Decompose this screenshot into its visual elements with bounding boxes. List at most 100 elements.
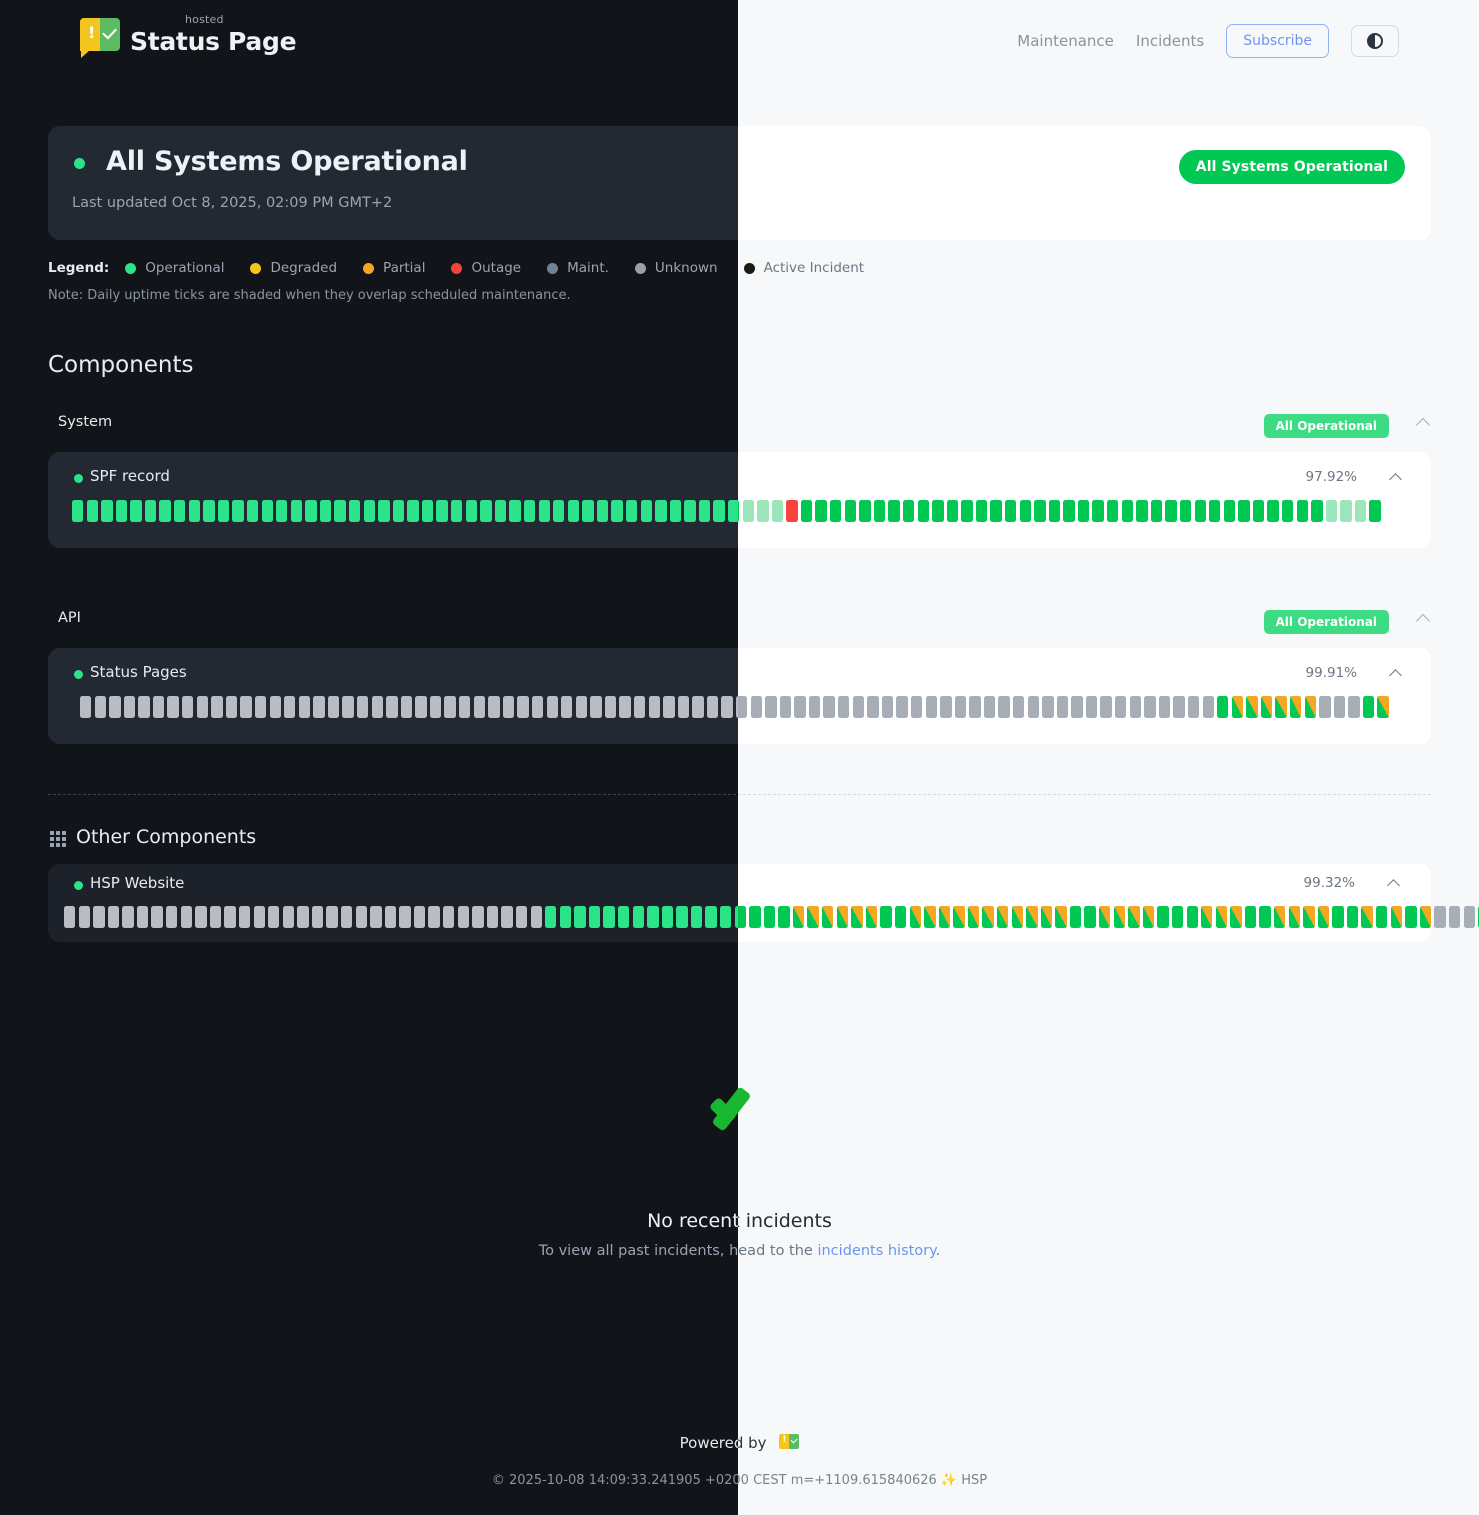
uptime-tick[interactable]	[1128, 906, 1140, 928]
uptime-tick[interactable]	[1267, 500, 1279, 522]
uptime-tick[interactable]	[617, 906, 630, 928]
uptime-tick[interactable]	[728, 500, 740, 522]
uptime-tick[interactable]	[297, 906, 309, 928]
uptime-tick[interactable]	[392, 500, 405, 522]
uptime-tick[interactable]	[738, 500, 740, 522]
uptime-tick[interactable]	[1317, 906, 1330, 928]
uptime-tick[interactable]	[1304, 696, 1316, 718]
uptime-tick[interactable]	[830, 500, 842, 522]
uptime-tick[interactable]	[326, 906, 338, 928]
uptime-tick[interactable]	[894, 906, 907, 928]
uptime-tick[interactable]	[559, 906, 572, 928]
uptime-tick[interactable]	[1136, 500, 1148, 522]
uptime-tick[interactable]	[786, 500, 798, 522]
uptime-tick[interactable]	[1040, 906, 1053, 928]
uptime-tick[interactable]	[138, 696, 150, 718]
uptime-tick[interactable]	[553, 500, 565, 522]
theme-toggle-button[interactable]	[1351, 25, 1399, 57]
uptime-tick[interactable]	[1077, 500, 1090, 522]
uptime-tick[interactable]	[1027, 696, 1039, 718]
uptime-tick[interactable]	[276, 500, 288, 522]
uptime-tick[interactable]	[400, 696, 413, 718]
uptime-tick[interactable]	[706, 696, 719, 718]
uptime-tick[interactable]	[356, 696, 369, 718]
uptime-tick[interactable]	[625, 500, 638, 522]
uptime-tick[interactable]	[86, 500, 98, 522]
uptime-tick[interactable]	[1348, 696, 1360, 718]
uptime-tick[interactable]	[465, 500, 477, 522]
uptime-tick[interactable]	[209, 906, 222, 928]
subscribe-button[interactable]: Subscribe	[1226, 24, 1329, 58]
uptime-tick[interactable]	[640, 500, 652, 522]
uptime-tick[interactable]	[932, 500, 944, 522]
incidents-history-link[interactable]: incidents history	[817, 1243, 936, 1259]
uptime-tick[interactable]	[1129, 696, 1142, 718]
uptime-tick[interactable]	[603, 906, 615, 928]
uptime-tick[interactable]	[363, 500, 375, 522]
uptime-tick[interactable]	[515, 906, 528, 928]
chevron-up-icon-system[interactable]	[1417, 418, 1431, 426]
uptime-tick[interactable]	[167, 696, 179, 718]
component-row-status-pages[interactable]: Status Pages 99.91%	[738, 648, 1431, 744]
uptime-tick[interactable]	[661, 906, 674, 928]
uptime-tick[interactable]	[1034, 500, 1046, 522]
uptime-tick[interactable]	[771, 500, 784, 522]
uptime-tick[interactable]	[588, 906, 601, 928]
uptime-tick[interactable]	[1084, 906, 1096, 928]
uptime-tick[interactable]	[166, 906, 178, 928]
uptime-tick[interactable]	[1434, 906, 1446, 928]
uptime-tick[interactable]	[284, 696, 296, 718]
uptime-tick[interactable]	[881, 696, 894, 718]
uptime-tick[interactable]	[1056, 696, 1069, 718]
uptime-tick[interactable]	[575, 696, 588, 718]
uptime-tick[interactable]	[1296, 500, 1308, 522]
uptime-tick[interactable]	[378, 500, 390, 522]
uptime-tick[interactable]	[1171, 906, 1184, 928]
uptime-tick[interactable]	[808, 696, 821, 718]
uptime-tick[interactable]	[669, 500, 682, 522]
uptime-tick[interactable]	[1157, 906, 1169, 928]
uptime-tick[interactable]	[348, 500, 361, 522]
uptime-tick[interactable]	[1346, 906, 1359, 928]
uptime-tick[interactable]	[1448, 906, 1461, 928]
uptime-tick[interactable]	[269, 696, 281, 718]
uptime-tick[interactable]	[1217, 696, 1229, 718]
uptime-tick[interactable]	[429, 696, 442, 718]
uptime-tick[interactable]	[136, 906, 149, 928]
uptime-tick[interactable]	[311, 906, 324, 928]
uptime-tick[interactable]	[196, 696, 209, 718]
uptime-tick[interactable]	[1288, 906, 1300, 928]
uptime-tick[interactable]	[1092, 500, 1104, 522]
uptime-tick[interactable]	[123, 696, 136, 718]
uptime-tick[interactable]	[195, 906, 207, 928]
uptime-tick[interactable]	[1260, 696, 1273, 718]
uptime-tick[interactable]	[1194, 500, 1206, 522]
uptime-tick[interactable]	[655, 500, 667, 522]
uptime-tick[interactable]	[1071, 696, 1083, 718]
brand-logo[interactable]: ! hosted Status Page	[80, 13, 297, 58]
uptime-tick[interactable]	[800, 500, 813, 522]
uptime-tick[interactable]	[319, 500, 332, 522]
uptime-tick[interactable]	[1107, 500, 1119, 522]
uptime-tick[interactable]	[238, 906, 251, 928]
uptime-tick[interactable]	[1275, 696, 1287, 718]
uptime-tick[interactable]	[443, 906, 455, 928]
uptime-tick[interactable]	[859, 500, 871, 522]
uptime-tick[interactable]	[180, 906, 193, 928]
uptime-tick[interactable]	[174, 500, 186, 522]
uptime-tick[interactable]	[1354, 500, 1367, 522]
uptime-tick[interactable]	[488, 696, 500, 718]
chevron-up-icon-status-pages[interactable]	[1391, 670, 1403, 678]
uptime-tick[interactable]	[880, 906, 892, 928]
uptime-tick[interactable]	[873, 500, 886, 522]
uptime-tick[interactable]	[982, 906, 994, 928]
uptime-tick[interactable]	[938, 906, 951, 928]
uptime-tick[interactable]	[663, 696, 675, 718]
uptime-tick[interactable]	[152, 696, 165, 718]
uptime-tick[interactable]	[436, 500, 448, 522]
uptime-tick[interactable]	[596, 500, 609, 522]
uptime-tick[interactable]	[705, 906, 717, 928]
uptime-tick[interactable]	[1376, 906, 1388, 928]
uptime-tick[interactable]	[399, 906, 411, 928]
uptime-tick[interactable]	[1281, 500, 1294, 522]
